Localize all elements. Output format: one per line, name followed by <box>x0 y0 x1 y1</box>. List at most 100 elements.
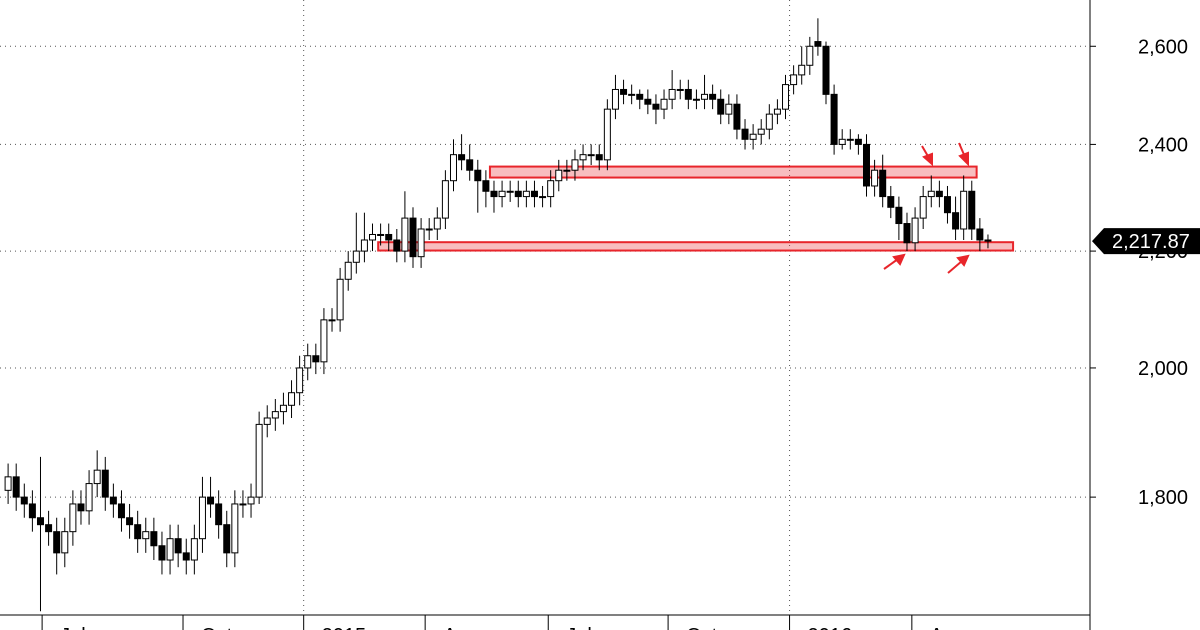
candle-body <box>919 196 927 219</box>
x-tick-label: Apr <box>443 625 474 630</box>
candle-body <box>417 228 425 258</box>
candle-body <box>717 98 725 115</box>
zones <box>377 165 1015 252</box>
candle-body <box>377 233 385 236</box>
candle-body <box>571 159 579 171</box>
candle-body <box>142 531 150 540</box>
candle-body <box>952 212 960 230</box>
x-tick-label: Jul <box>566 625 592 630</box>
last-price-marker <box>1092 228 1200 255</box>
candle-body <box>530 190 538 198</box>
candle-body <box>101 469 109 498</box>
candle-body <box>903 223 911 244</box>
candle-body <box>336 278 344 321</box>
candle-body <box>636 93 644 100</box>
candle-body <box>782 84 790 110</box>
candle-body <box>85 483 93 512</box>
candle-body <box>595 154 603 161</box>
candle-body <box>547 180 555 198</box>
y-tick-label: 2,600 <box>1138 36 1188 58</box>
candle-body <box>61 531 69 554</box>
candle-body <box>741 128 749 140</box>
candle-body <box>838 138 846 145</box>
candle-body <box>846 138 854 141</box>
candle-body <box>12 476 20 498</box>
x-tick-label: Jul <box>60 625 86 630</box>
candle-body <box>733 103 741 130</box>
candle-body <box>684 88 692 100</box>
candle-body <box>117 503 125 519</box>
candle-body <box>425 228 433 231</box>
candle-body <box>441 180 449 219</box>
candle-body <box>320 319 328 363</box>
candle-body <box>271 411 279 419</box>
candle-body <box>385 233 393 241</box>
candle-body <box>652 103 660 110</box>
candle-body <box>466 159 474 171</box>
candle-body <box>765 113 773 130</box>
y-tick-label: 2,000 <box>1138 358 1188 380</box>
candle-body <box>150 531 158 547</box>
candle-body <box>854 138 862 145</box>
candle-body <box>174 538 182 554</box>
candle-body <box>231 503 239 554</box>
candle-body <box>644 98 652 105</box>
candle-body <box>215 503 223 526</box>
candle-body <box>790 74 798 86</box>
x-tick-label: Oct <box>686 625 718 630</box>
candle-body <box>288 392 296 406</box>
candle-body <box>506 190 514 193</box>
candle-body <box>862 143 870 187</box>
candle-body <box>109 496 117 505</box>
candle-body <box>409 217 417 258</box>
candle-body <box>474 169 482 182</box>
candle-body <box>45 524 53 533</box>
candle-body <box>255 423 263 498</box>
last-price-label: 2,217.87 <box>1112 231 1190 253</box>
candle-body <box>312 355 320 363</box>
candle-body <box>328 319 336 322</box>
candle-body <box>304 355 312 369</box>
last-price-tag: 2,217.87 <box>1092 228 1200 255</box>
candle-body <box>773 108 781 115</box>
candle-body <box>369 233 377 241</box>
candle-body <box>935 190 943 198</box>
candle-body <box>344 261 352 280</box>
candle-body <box>976 228 984 241</box>
candle-body <box>620 88 628 95</box>
candle-body <box>668 88 676 100</box>
candle-body <box>757 128 765 135</box>
candle-body <box>498 190 506 198</box>
candle-body <box>296 367 304 394</box>
candle-body <box>198 496 206 540</box>
candle-body <box>166 538 174 561</box>
candle-body <box>587 154 595 157</box>
candle-body <box>522 190 530 198</box>
candle-body <box>93 469 101 485</box>
candle-body <box>709 93 717 100</box>
y-tick-label: 2,400 <box>1138 134 1188 156</box>
candle-body <box>69 503 77 533</box>
candle-body <box>36 517 44 526</box>
candle-body <box>960 190 968 230</box>
candle-body <box>879 169 887 198</box>
candle-body <box>190 538 198 561</box>
candle-body <box>433 217 441 230</box>
candle-body <box>579 154 587 161</box>
candle-body <box>490 190 498 198</box>
candle-body <box>263 417 271 425</box>
candle-body <box>134 524 142 540</box>
candle-body <box>968 190 976 230</box>
candle-body <box>660 98 668 110</box>
candle-body <box>207 496 215 505</box>
candle-body <box>628 93 636 96</box>
candle-body <box>223 524 231 554</box>
candle-body <box>239 503 247 506</box>
candle-body <box>482 180 490 192</box>
candle-body <box>28 503 36 519</box>
arrow <box>883 258 899 270</box>
candle-body <box>692 98 700 101</box>
candle-body <box>77 503 85 512</box>
